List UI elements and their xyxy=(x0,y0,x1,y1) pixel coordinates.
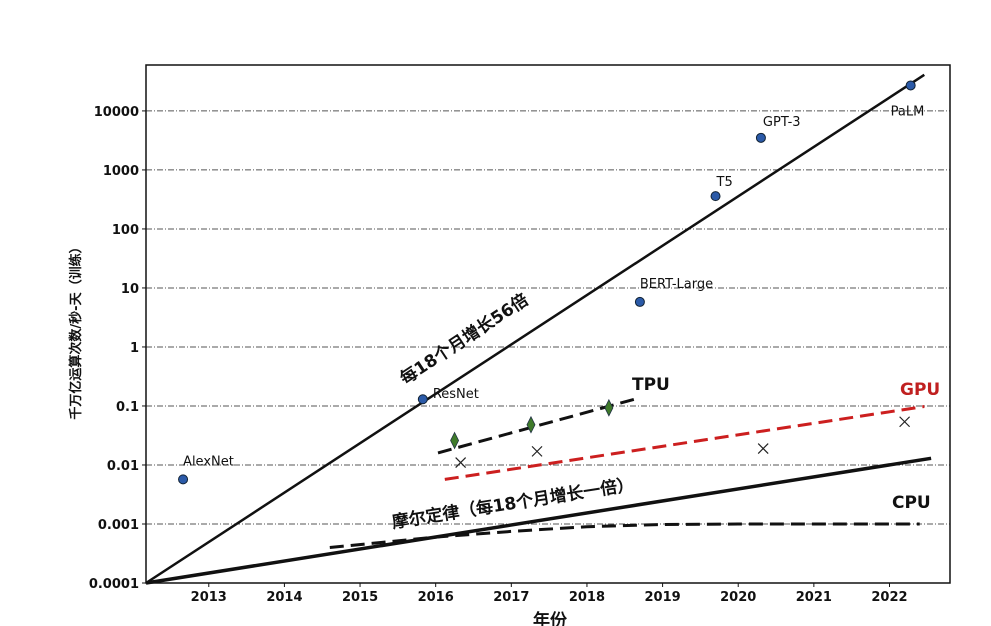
x-tick-label: 2017 xyxy=(493,590,529,605)
x-tick-label: 2020 xyxy=(720,590,756,605)
gpu-point xyxy=(455,457,467,468)
tpu-point xyxy=(526,415,536,434)
x-tick-label: 2019 xyxy=(644,590,680,605)
model-label: T5 xyxy=(716,175,733,190)
trend-line-moore xyxy=(145,456,932,585)
x-tick-label: 2015 xyxy=(342,590,378,605)
model-label: AlexNet xyxy=(183,454,234,469)
tpu-point xyxy=(450,431,460,450)
x-tick-label: 2013 xyxy=(191,590,227,605)
trend-line-gpu xyxy=(444,405,925,481)
y-tick-label: 100 xyxy=(112,223,139,238)
model-label: PaLM xyxy=(891,104,925,119)
x-tick-label: 2021 xyxy=(796,590,832,605)
x-tick-label: 2018 xyxy=(569,590,605,605)
y-tick-label: 10000 xyxy=(94,105,139,120)
y-axis-label: 千万亿运算次数/秒-天（训练） xyxy=(68,240,84,419)
x-tick-label: 2016 xyxy=(418,590,454,605)
y-tick-label: 0.0001 xyxy=(89,577,139,592)
plot-frame xyxy=(145,64,951,584)
model-label: GPT-3 xyxy=(763,115,801,130)
trend-line-model-trend xyxy=(145,73,925,585)
label-cpu: CPU xyxy=(892,493,931,513)
model-label: BERT-Large xyxy=(640,277,713,292)
y-axis-ticks: 0.0001 0.001 0.01 0.1 1 10 100 1000 10000 xyxy=(89,105,146,592)
model-label: ResNet xyxy=(433,387,479,402)
model-point xyxy=(710,191,721,202)
label-tpu: TPU xyxy=(632,375,670,395)
x-axis-label: 年份 xyxy=(533,610,568,626)
gridlines xyxy=(146,110,950,525)
trend-lines xyxy=(145,73,932,585)
tpu-point xyxy=(604,398,614,417)
x-tick-label: 2014 xyxy=(266,590,302,605)
label-gpu: GPU xyxy=(900,380,940,400)
gpu-point xyxy=(899,416,911,428)
trend-line-tpu xyxy=(437,397,635,455)
model-point xyxy=(905,80,916,91)
model-point xyxy=(178,474,189,485)
y-tick-label: 0.1 xyxy=(116,400,139,415)
gpu-point xyxy=(757,443,769,454)
y-tick-label: 0.01 xyxy=(107,459,139,474)
y-tick-label: 10 xyxy=(121,282,139,297)
y-tick-label: 0.001 xyxy=(98,518,139,533)
model-point xyxy=(417,394,428,405)
y-tick-label: 1 xyxy=(130,341,139,356)
y-tick-label: 1000 xyxy=(103,164,139,179)
data-points: AlexNet ResNet BERT-Large T5 GPT-3 PaLM xyxy=(178,80,925,485)
gpu-point xyxy=(531,445,543,457)
trend-line-cpu xyxy=(329,522,920,549)
model-point xyxy=(755,132,766,143)
x-tick-label: 2022 xyxy=(871,590,907,605)
x-axis-ticks: 2013 2014 2015 2016 2017 2018 2019 2020 2021 2022 xyxy=(191,583,908,605)
model-point xyxy=(634,296,645,307)
